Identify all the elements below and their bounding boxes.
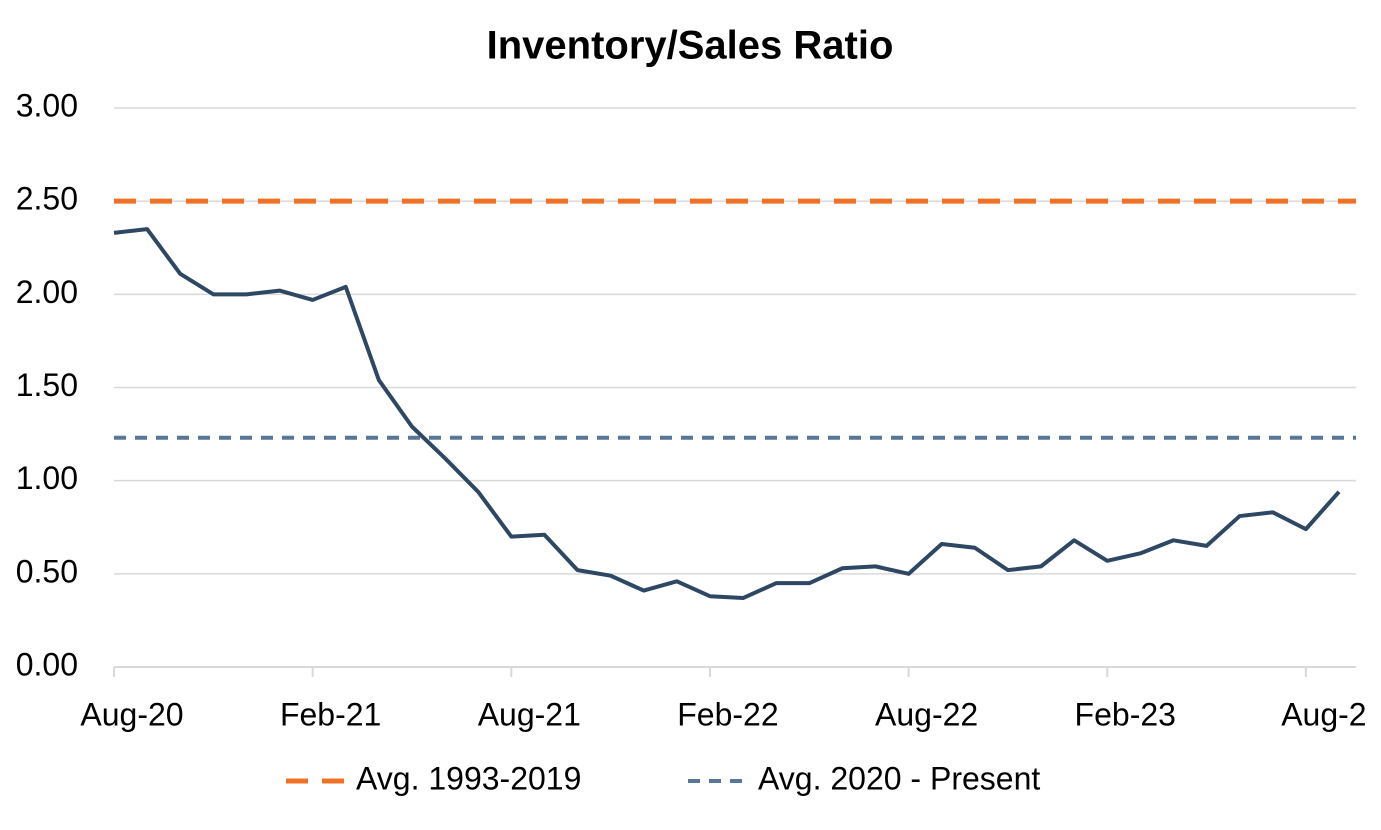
x-tick-label: Feb-21 — [280, 696, 381, 732]
y-tick-label: 2.00 — [16, 274, 78, 310]
y-tick-label: 1.50 — [16, 367, 78, 403]
y-tick-label: 3.00 — [16, 87, 78, 123]
x-tick-label: Aug-21 — [478, 696, 581, 732]
x-tick-label: Feb-22 — [677, 696, 778, 732]
y-tick-label: 1.00 — [16, 460, 78, 496]
x-tick-label: Aug-2 — [1281, 696, 1366, 732]
chart-title: Inventory/Sales Ratio — [487, 24, 894, 68]
y-tick-label: 0.50 — [16, 553, 78, 589]
x-tick-label: Aug-22 — [875, 696, 978, 732]
x-tick-label: Feb-23 — [1075, 696, 1176, 732]
data-line — [113, 227, 1341, 601]
legend-label: Avg. 1993-2019 — [356, 760, 581, 796]
y-tick-label: 0.00 — [16, 646, 78, 682]
legend-label: Avg. 2020 - Present — [758, 760, 1040, 796]
x-tick-label: Aug-20 — [80, 696, 183, 732]
y-tick-label: 2.50 — [16, 181, 78, 217]
